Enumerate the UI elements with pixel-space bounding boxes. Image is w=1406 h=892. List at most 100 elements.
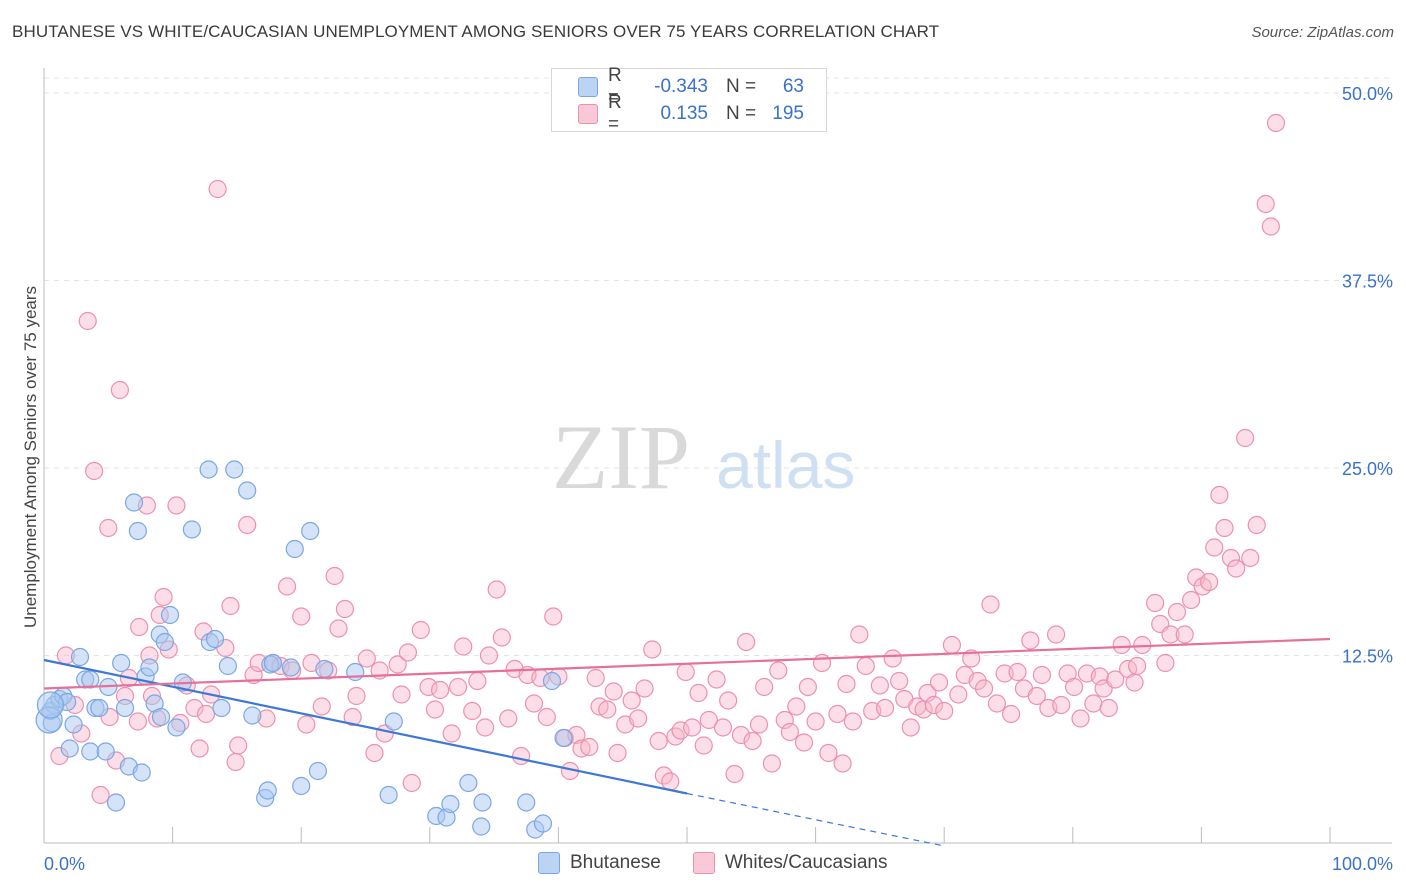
- legend-row-whites: R = 0.135 N = 195: [578, 92, 804, 135]
- data-point-whites: [1175, 625, 1194, 644]
- watermark-atlas: atlas: [716, 428, 855, 502]
- data-point-bhutanese: [308, 761, 328, 781]
- data-point-whites: [1182, 590, 1201, 610]
- data-point-whites: [635, 679, 654, 698]
- data-point-bhutanese: [533, 814, 553, 833]
- data-point-whites: [743, 731, 762, 751]
- data-point-bhutanese: [182, 520, 201, 539]
- x-tick-label: 0.0%: [44, 854, 85, 874]
- legend-n-value: 195: [772, 103, 804, 124]
- data-point-whites: [974, 679, 994, 698]
- data-point-bhutanese: [96, 742, 115, 761]
- data-point-whites: [629, 709, 648, 728]
- data-point-whites: [1227, 559, 1246, 578]
- legend-n-label: N =: [726, 103, 757, 124]
- data-point-bhutanese: [90, 698, 109, 718]
- data-point-whites: [875, 698, 895, 718]
- data-point-whites: [870, 676, 890, 695]
- data-point-whites: [154, 587, 173, 607]
- data-point-bhutanese: [218, 656, 237, 676]
- legend-r-value: 0.135: [660, 103, 708, 124]
- legend-r-label: R =: [608, 65, 622, 108]
- y-tick-label: 25.0%: [1342, 459, 1393, 479]
- data-point-bhutanese: [128, 521, 147, 541]
- data-point-whites: [1064, 677, 1084, 697]
- data-point-whites: [987, 694, 1007, 713]
- data-point-whites: [749, 715, 769, 734]
- data-point-whites: [1052, 695, 1071, 715]
- data-point-whites: [929, 673, 949, 692]
- legend-r-label: R =: [608, 92, 622, 135]
- data-point-whites: [794, 733, 814, 752]
- data-point-whites: [325, 566, 344, 586]
- chart-title: BHUTANESE VS WHITE/CAUCASIAN UNEMPLOYMEN…: [12, 22, 940, 41]
- data-point-whites: [837, 674, 856, 694]
- legend-item-bhutanese[interactable]: Bhutanese: [538, 852, 661, 874]
- data-point-bhutanese-large: [36, 691, 65, 719]
- data-point-whites: [442, 724, 461, 743]
- data-point-whites: [604, 682, 623, 701]
- data-point-whites: [448, 677, 468, 697]
- data-point-whites: [499, 709, 518, 728]
- data-point-whites: [1046, 625, 1066, 644]
- data-point-whites: [1161, 625, 1180, 644]
- data-point-whites: [649, 731, 668, 751]
- data-point-whites: [725, 764, 744, 784]
- data-point-whites: [1236, 428, 1255, 448]
- data-point-whites: [981, 595, 1000, 614]
- data-point-whites: [347, 686, 366, 706]
- data-point-whites: [297, 715, 316, 734]
- data-point-whites: [942, 635, 962, 655]
- data-point-whites: [463, 701, 482, 721]
- data-point-bhutanese: [112, 653, 131, 673]
- data-point-whites: [676, 662, 695, 682]
- data-point-whites: [643, 640, 662, 659]
- data-point-bhutanese: [315, 659, 334, 679]
- data-point-whites: [185, 698, 204, 718]
- legend-row-bhutanese: R = -0.343 N = 63: [578, 65, 804, 108]
- data-point-whites: [524, 694, 544, 713]
- data-point-bhutanese: [81, 670, 100, 689]
- data-point-bhutanese: [258, 781, 277, 800]
- data-point-bhutanese: [205, 629, 225, 649]
- data-point-whites: [91, 785, 110, 805]
- data-point-whites: [85, 461, 104, 481]
- y-axis-label: Unemployment Among Seniors over 75 years: [21, 286, 40, 628]
- data-point-whites: [78, 311, 97, 331]
- data-point-whites: [1071, 709, 1090, 728]
- data-point-whites: [229, 736, 248, 755]
- data-point-whites: [828, 704, 847, 724]
- data-point-whites: [901, 718, 920, 737]
- data-point-bhutanese: [70, 647, 90, 667]
- data-point-whites: [1167, 602, 1187, 622]
- trend-line-bhutanese: [43, 658, 688, 795]
- data-point-bhutanese: [379, 785, 398, 805]
- data-point-whites: [683, 718, 702, 737]
- trend-line-whites: [43, 637, 1331, 690]
- legend-item-whites[interactable]: Whites/Caucasians: [692, 852, 887, 874]
- data-point-whites: [798, 677, 817, 697]
- data-point-whites: [411, 620, 430, 640]
- data-point-whites: [968, 671, 987, 691]
- grid-lines: [44, 77, 1392, 656]
- data-point-bhutanese: [64, 715, 83, 734]
- data-point-whites: [128, 712, 147, 731]
- legend-swatch-blue: [578, 77, 598, 97]
- data-point-whites: [487, 580, 506, 599]
- data-point-bhutanese: [132, 763, 151, 782]
- data-point-whites: [935, 701, 954, 721]
- data-point-whites: [512, 746, 531, 766]
- data-point-bhutanese: [238, 481, 257, 500]
- data-point-bhutanese: [384, 712, 403, 731]
- data-point-bhutanese: [155, 632, 174, 652]
- data-point-whites: [1241, 548, 1260, 568]
- data-point-whites: [388, 655, 407, 674]
- data-point-bhutanese: [285, 539, 304, 559]
- data-point-whites: [292, 607, 311, 626]
- data-point-bhutanese: [140, 658, 159, 677]
- data-point-whites: [1001, 704, 1021, 724]
- legend-label-bhutanese: Bhutanese: [570, 852, 661, 873]
- data-point-whites: [167, 496, 186, 515]
- data-point-bhutanese: [243, 706, 262, 725]
- data-point-whites: [707, 670, 726, 689]
